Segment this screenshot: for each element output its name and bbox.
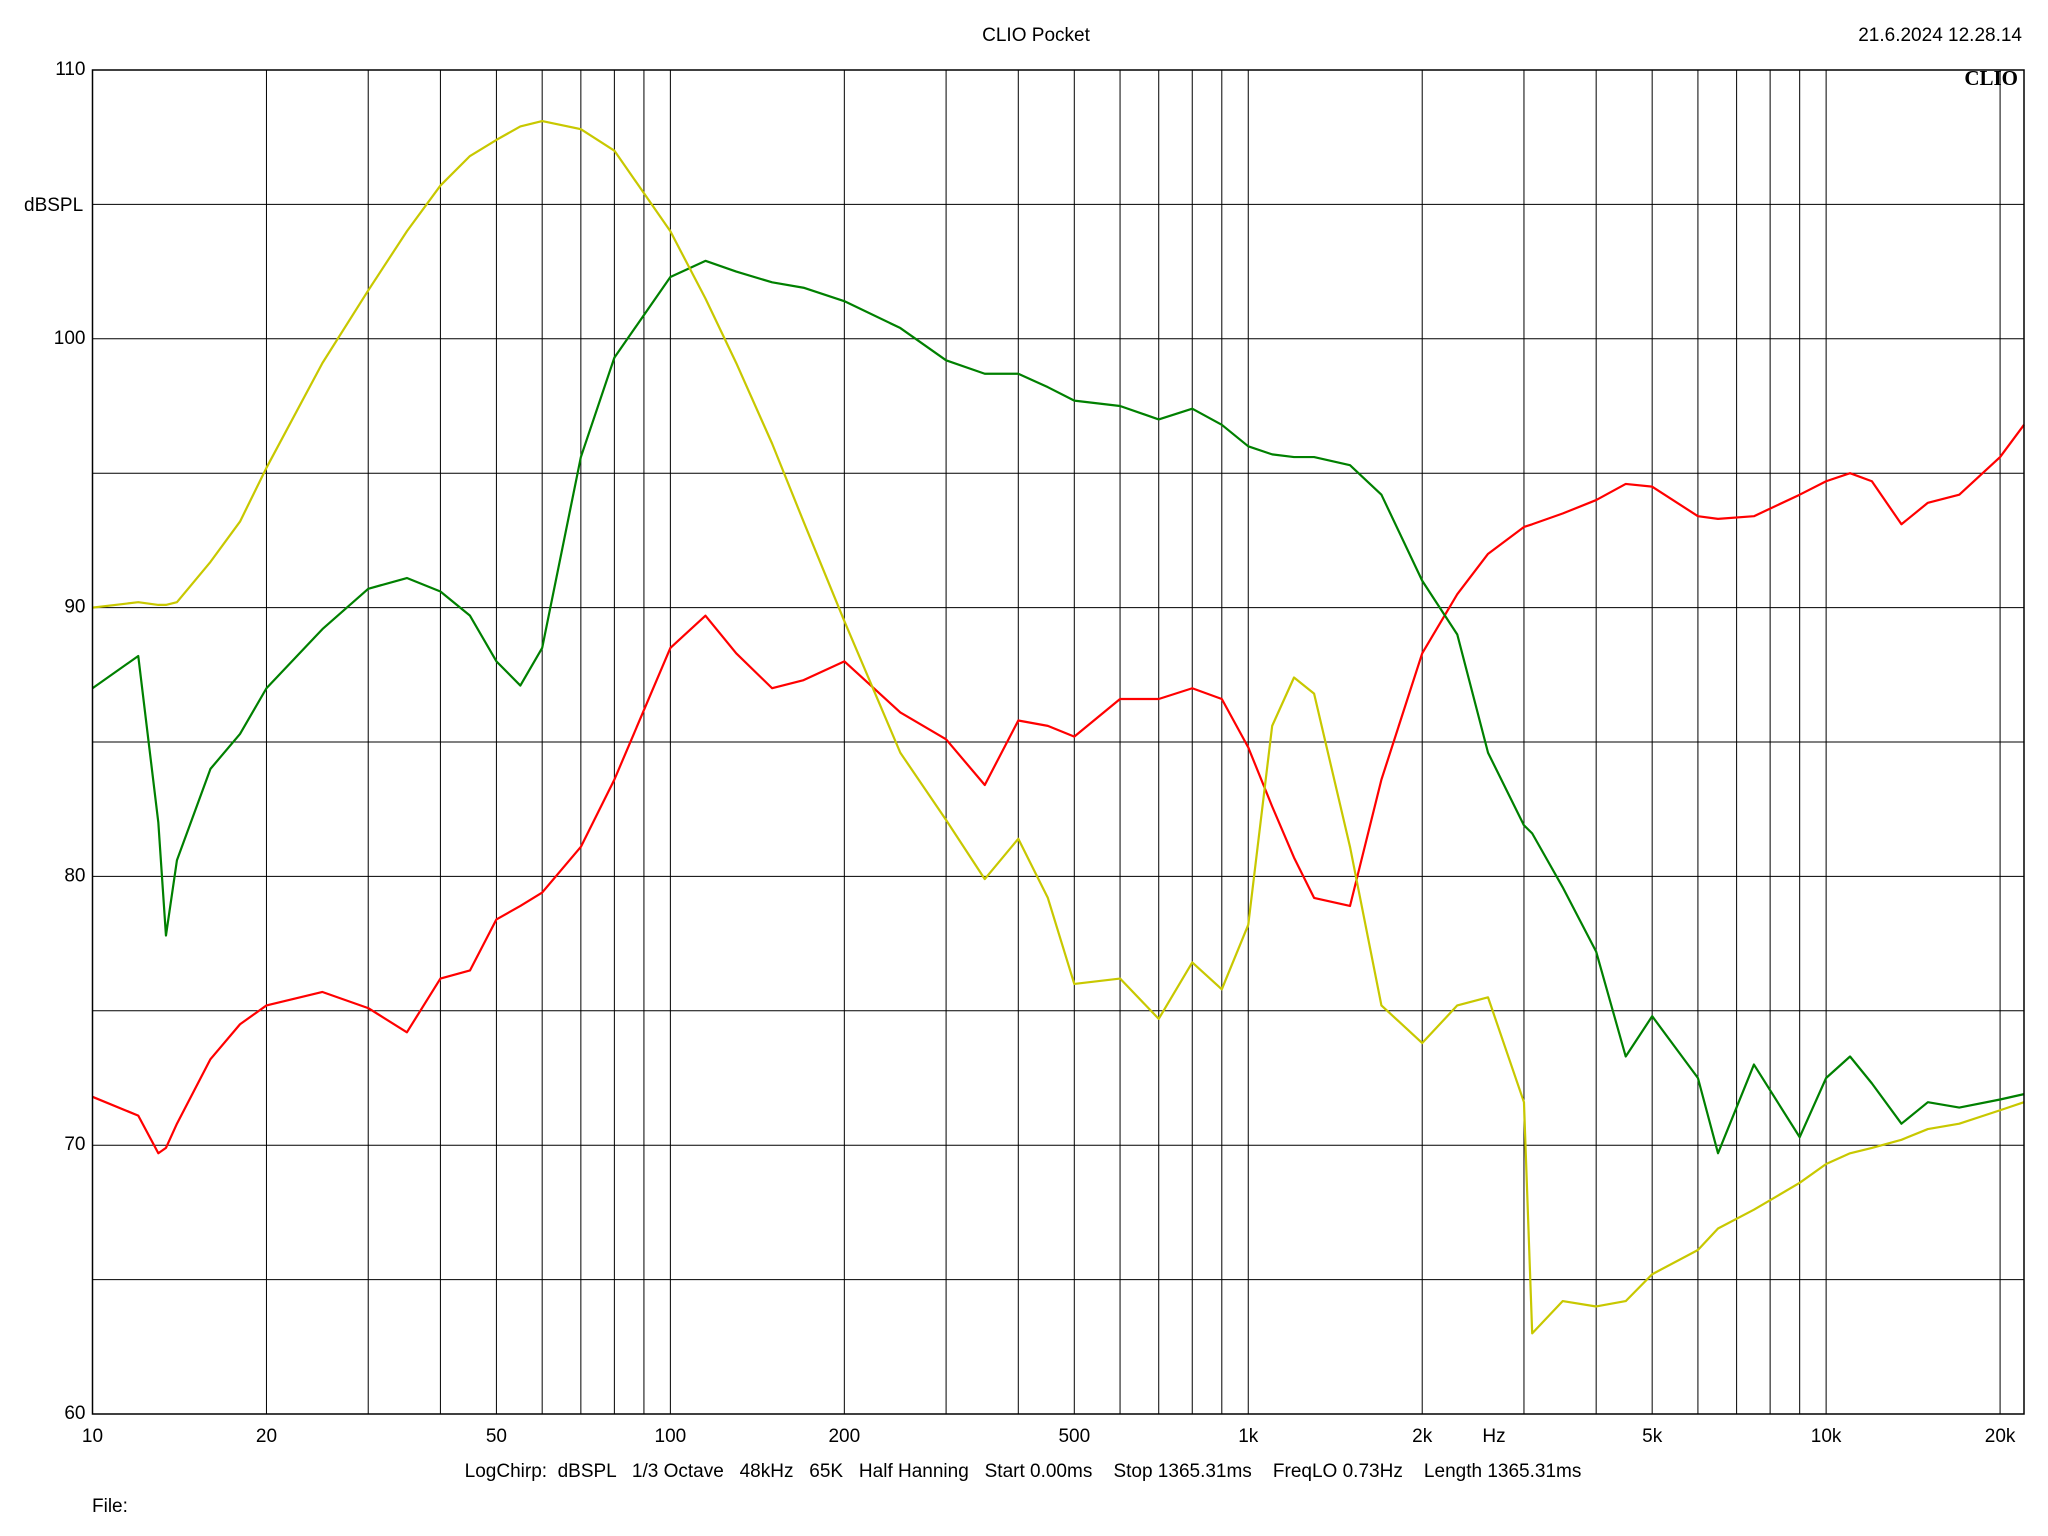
plot-frame [91, 69, 2025, 1415]
y-axis-label: dBSPL [24, 195, 83, 216]
x-tick-label: 50 [486, 1426, 507, 1447]
y-tick-label: 110 [55, 59, 85, 80]
labels: 60 70 80 90 100 110 10 20 50 100 200 500 1k 2k 5k 10k 20… [54, 59, 2016, 1447]
logo: CLIO [1964, 66, 2018, 90]
y-tick-label: 90 [64, 597, 85, 618]
x-tick-label: 2k [1412, 1426, 1433, 1447]
x-tick-label: 20k [1985, 1426, 2016, 1447]
x-tick-label: 100 [655, 1426, 687, 1447]
timestamp: 21.6.2024 12.28.14 [1858, 25, 2022, 46]
x-tick-label: 5k [1642, 1426, 1663, 1447]
x-axis-label: Hz [1482, 1426, 1505, 1447]
response-line [91, 259, 2025, 1155]
chart-title: CLIO Pocket [982, 25, 1090, 46]
y-tick-label: 60 [64, 1403, 85, 1424]
x-tick-label: 10 [82, 1426, 103, 1447]
file-label: File: [92, 1496, 128, 1517]
x-tick-label: 1k [1238, 1426, 1259, 1447]
y-tick-label: 100 [54, 328, 86, 349]
plot-lines [91, 119, 2025, 1335]
settings-text: LogChirp: dBSPL 1/3 Octave 48kHz 65K Hal… [465, 1461, 1582, 1482]
x-tick-label: 200 [828, 1426, 860, 1447]
response-line [92, 424, 2025, 1155]
response-line [92, 119, 2025, 1335]
y-tick-label: 80 [64, 865, 85, 886]
x-tick-label: 500 [1058, 1426, 1090, 1447]
x-tick-label: 10k [1811, 1426, 1842, 1447]
x-tick-label: 20 [256, 1426, 277, 1447]
y-tick-label: 70 [64, 1134, 85, 1155]
